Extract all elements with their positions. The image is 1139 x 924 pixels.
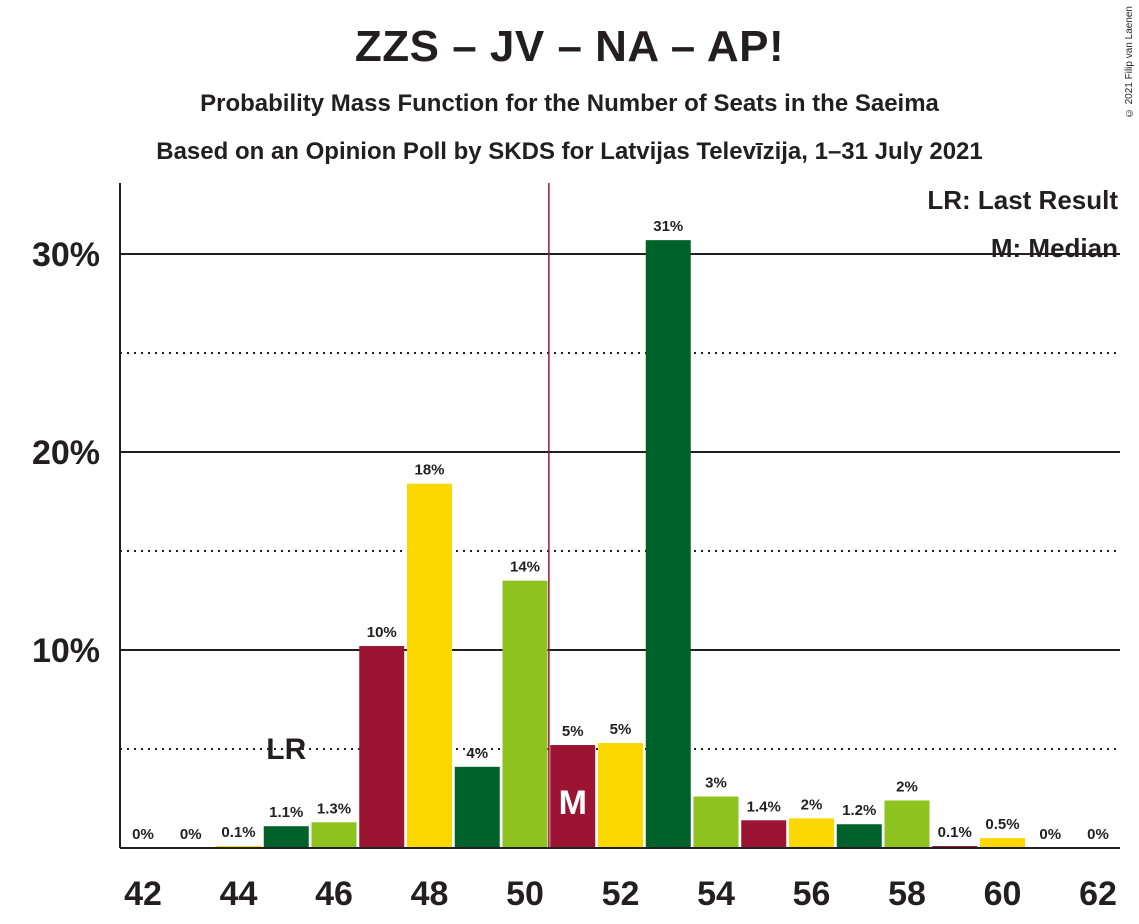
data-label-62: 0% (1087, 826, 1109, 843)
bar-51 (550, 745, 596, 848)
x-tick-label: 52 (602, 875, 640, 913)
bar-52 (598, 743, 643, 848)
data-label-53: 31% (653, 218, 683, 235)
data-label-51: 5% (562, 723, 584, 740)
bar-54 (693, 796, 739, 848)
axes: 10% 20% 30% 42 44 46 48 50 52 54 56 58 60 62 (32, 183, 1120, 913)
data-label-58: 2% (896, 778, 918, 795)
bar-56 (789, 818, 834, 848)
chart-subtitle: Probability Mass Function for the Number… (200, 90, 939, 117)
y-tick-label: 20% (32, 434, 100, 472)
bar-55 (741, 820, 787, 848)
legend-item: LR: Last Result (927, 185, 1118, 215)
data-label-50: 14% (510, 559, 540, 576)
bar-57 (836, 824, 882, 848)
chart-source: Based on an Opinion Poll by SKDS for Lat… (156, 138, 983, 165)
data-label-61: 0% (1039, 826, 1061, 843)
grid (120, 183, 1120, 848)
bar-60 (980, 838, 1025, 848)
x-tick-label: 48 (411, 875, 449, 913)
x-tick-label: 44 (220, 875, 258, 913)
x-tick-label: 56 (793, 875, 831, 913)
data-label-54: 3% (705, 775, 727, 792)
bar-48 (407, 483, 452, 848)
bar-50 (502, 580, 548, 848)
x-tick-label: 50 (506, 875, 544, 913)
bar-46 (311, 822, 357, 848)
chart-title: ZZS – JV – NA – AP! (354, 22, 785, 71)
x-tick-label: 60 (984, 875, 1022, 913)
bar-47 (359, 646, 405, 848)
x-tick-label: 42 (124, 875, 162, 913)
bar-58 (884, 800, 930, 848)
data-labels: 0% 0% 0.1% 1.1% 1.3% 10% 18% 4% 14% 5% 5% 31% 3% 1.4%… (132, 218, 1109, 843)
median-marker: M (559, 784, 587, 822)
data-label-57: 1.2% (842, 802, 876, 819)
bars (216, 240, 1025, 848)
y-tick-label: 30% (32, 236, 100, 274)
data-label-49: 4% (466, 745, 488, 762)
data-label-47: 10% (367, 624, 397, 641)
x-tick-label: 62 (1079, 875, 1117, 913)
data-label-52: 5% (610, 721, 632, 738)
legend-item: M: Median (991, 233, 1118, 263)
last-result-label: LR (266, 733, 306, 766)
bar-53 (645, 240, 691, 848)
data-label-60: 0.5% (985, 816, 1019, 833)
data-label-44: 0.1% (221, 824, 255, 841)
data-label-59: 0.1% (938, 824, 972, 841)
x-tick-label: 46 (315, 875, 353, 913)
legend: LR: Last Result M: Median (927, 185, 1118, 263)
data-label-55: 1.4% (747, 798, 781, 815)
x-tick-label: 58 (888, 875, 926, 913)
data-label-48: 18% (414, 462, 444, 479)
x-tick-label: 54 (697, 875, 735, 913)
bar-49 (454, 766, 500, 848)
data-label-43: 0% (180, 826, 202, 843)
data-label-42: 0% (132, 826, 154, 843)
data-label-56: 2% (801, 796, 823, 813)
data-label-46: 1.3% (317, 800, 351, 817)
y-tick-label: 10% (32, 632, 100, 670)
bar-45 (263, 826, 309, 848)
data-label-45: 1.1% (269, 804, 303, 821)
